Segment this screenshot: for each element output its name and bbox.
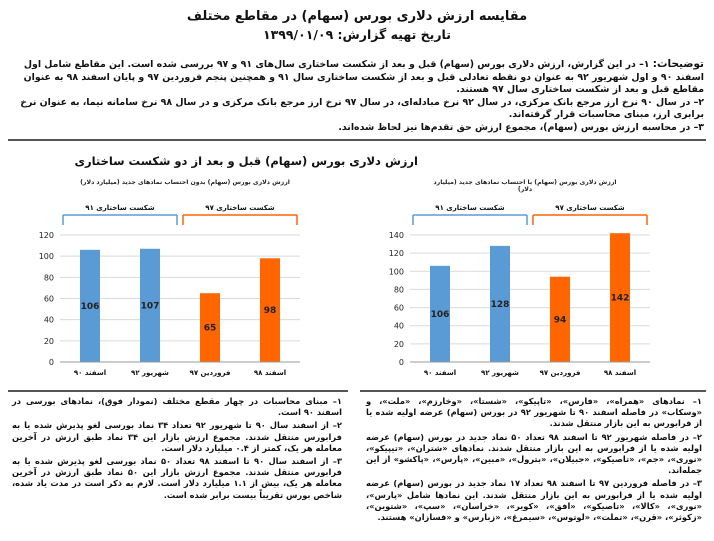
notes-section: توضیحات: ۱– در این گزارش، ارزش دلاری بور… (10, 58, 704, 135)
bottom-left-notes: ۱– مبنای محاسبات در چهار مقطع مختلف (نمو… (12, 396, 342, 503)
bottom-left-note-3: ۳– از اسفند سال ۹۰ تا اسفند ۹۸ تعداد ۵۰ … (12, 456, 342, 500)
x-tick-label: اسفند ۹۰ (424, 369, 456, 377)
note-2: ۲– در سال ۹۰ نرخ ارز مرجع بانک مرکزی، در… (20, 96, 704, 121)
bar (550, 276, 570, 362)
divider-left (8, 390, 348, 392)
note-1: توضیحات: ۱– در این گزارش، ارزش دلاری بور… (10, 58, 704, 97)
report-title: مقایسه ارزش دلاری بورس (سهام) در مقاطع م… (186, 9, 528, 24)
data-label: 128 (491, 300, 510, 310)
chart-right-caption: ارزش دلاری بورس (سهام) با احتساب نمادهای… (433, 179, 617, 193)
x-tick-label: فروردین ۹۷ (540, 369, 581, 377)
y-tick-label: 100 (389, 267, 404, 276)
bottom-left-note-1: ۱– مبنای محاسبات در چهار مقطع مختلف (نمو… (12, 396, 342, 418)
data-label: 142 (611, 294, 630, 304)
notes-label: توضیحات: (652, 58, 704, 70)
chart-right: 0 20 40 60 80 100 120 140 106 اسفند ۹۰ 128 شهریور ۹… (389, 204, 650, 377)
bottom-left-note-2: ۲– از اسفند سال ۹۰ تا شهریور ۹۲ تعداد ۳۴… (12, 420, 342, 453)
group-label: شکست ساختاری ۹۱ (435, 204, 505, 212)
bar (490, 245, 510, 362)
x-tick-label: فروردین ۹۷ (190, 369, 231, 377)
y-tick-label: 80 (394, 285, 404, 294)
bar (260, 258, 280, 362)
x-tick-label: اسفند ۹۰ (74, 369, 106, 377)
y-tick-label: 120 (39, 231, 54, 240)
note-1-text: ۱– در این گزارش، ارزش دلاری بورس (سهام) … (23, 59, 704, 96)
x-tick-label: اسفند ۹۸ (254, 369, 286, 377)
bottom-right-note-1: ۱– نمادهای «همراه»، «فارس»، «تاپیکو»، «ش… (366, 396, 702, 429)
note-3: ۳– در محاسبه ارزش بورس (سهام)، مجموع ارز… (338, 121, 704, 133)
bar (140, 248, 160, 362)
bottom-right-note-2: ۲– در فاصله شهریور ۹۲ تا اسفند ۹۸ تعداد … (366, 431, 702, 476)
y-tick-label: 20 (44, 337, 54, 346)
bottom-right-notes: ۱– نمادهای «همراه»، «فارس»، «تاپیکو»، «ش… (366, 396, 702, 525)
x-tick-label: شهریور ۹۲ (481, 369, 519, 377)
y-tick-label: 120 (389, 249, 404, 258)
divider-top (8, 139, 706, 141)
data-label: 107 (141, 301, 160, 311)
group-label: شکست ساختاری ۹۷ (205, 204, 275, 212)
y-tick-label: 0 (399, 358, 404, 367)
bar (200, 293, 220, 362)
bar (430, 265, 450, 362)
report-date: تاریخ تهیه گزارش: ۱۳۹۹/۰۱/۰۹ (263, 27, 451, 42)
report-header: مقایسه ارزش دلاری بورس (سهام) در مقاطع م… (0, 8, 714, 43)
bar (610, 233, 630, 362)
data-label: 65 (204, 324, 217, 334)
bottom-right-note-3: ۳– در فاصله فروردین ۹۷ تا اسفند ۹۸ تعداد… (366, 478, 702, 523)
chart-left-caption: ارزش دلاری بورس (سهام) بدون احتساب نماده… (80, 179, 290, 186)
y-tick-label: 100 (39, 252, 54, 261)
bar (80, 249, 100, 362)
y-tick-label: 20 (394, 340, 404, 349)
y-tick-label: 140 (389, 231, 404, 240)
y-tick-label: 80 (44, 273, 54, 282)
y-tick-label: 60 (44, 295, 54, 304)
y-tick-label: 40 (44, 316, 54, 325)
panel-title: ارزش دلاری بورس (سهام) قبل و بعد از دو ش… (74, 154, 418, 168)
y-tick-label: 60 (394, 304, 404, 313)
data-label: 106 (431, 310, 450, 320)
chart-left: 0 20 40 60 80 100 120 106 اسفند ۹۰ 107 شهریور ۹۲ 65… (39, 204, 300, 377)
data-label: 98 (264, 306, 277, 316)
divider-right (360, 390, 706, 392)
y-tick-label: 40 (394, 322, 404, 331)
data-label: 106 (81, 302, 100, 312)
x-tick-label: شهریور ۹۲ (131, 369, 169, 377)
group-label: شکست ساختاری ۹۷ (555, 204, 625, 212)
group-label: شکست ساختاری ۹۱ (85, 204, 155, 212)
x-tick-label: اسفند ۹۸ (604, 369, 636, 377)
y-tick-label: 0 (49, 358, 54, 367)
data-label: 94 (554, 315, 567, 325)
